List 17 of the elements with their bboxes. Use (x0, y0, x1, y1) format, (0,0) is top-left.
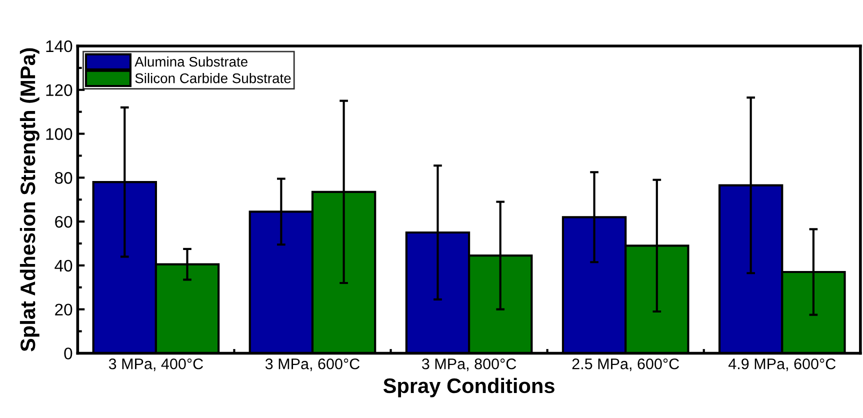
y-tick-label: 80 (54, 172, 72, 184)
x-tick-label: 4.9 MPa, 600°C (728, 358, 836, 372)
x-tick-label: 2.5 MPa, 600°C (572, 358, 680, 372)
x-tick-label: 3 MPa, 800°C (422, 358, 516, 372)
y-tick-label: 40 (54, 260, 72, 272)
y-tick-label: 140 (46, 40, 72, 52)
y-tick-label: 20 (55, 304, 72, 316)
legend-label: Alumina Substrate (134, 56, 248, 67)
legend-label: Silicon Carbide Substrate (135, 73, 291, 84)
y-axis-title: Splat Adhesion Strength (MPa) (20, 48, 40, 352)
x-axis-title: Spray Conditions (383, 378, 554, 398)
y-tick-label: 100 (46, 128, 72, 140)
y-tick-label: 120 (46, 84, 72, 96)
y-tick-label: 0 (64, 348, 72, 360)
y-tick-label: 60 (55, 216, 72, 228)
x-tick-label: 3 MPa, 400°C (108, 358, 204, 372)
x-tick-label: 3 MPa, 600°C (265, 358, 360, 372)
